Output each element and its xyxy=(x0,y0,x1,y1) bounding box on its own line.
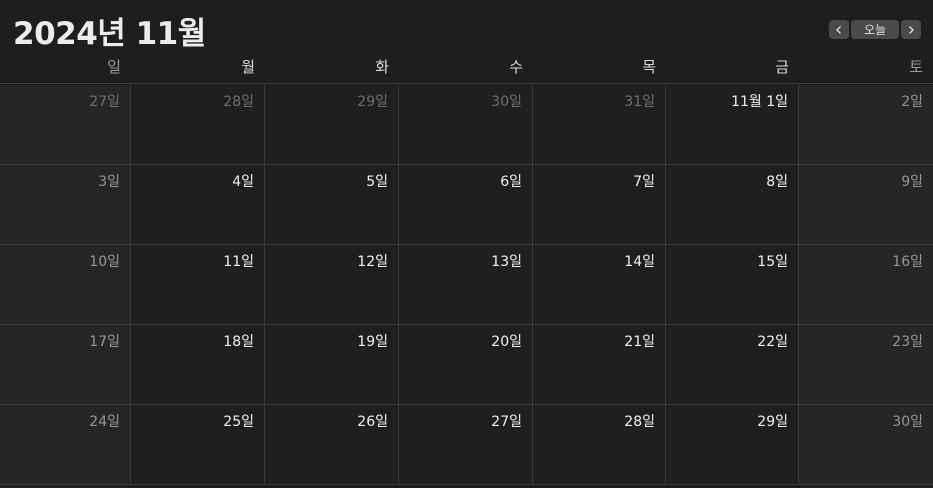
weekday-label: 금 xyxy=(775,58,789,76)
day-number: 30일 xyxy=(892,414,923,430)
day-number: 7일 xyxy=(633,174,655,190)
day-cell[interactable]: 17일 xyxy=(0,325,131,405)
day-number: 12일 xyxy=(357,254,388,270)
day-cell[interactable]: 15일 xyxy=(666,245,799,325)
day-number: 5일 xyxy=(366,174,388,190)
day-cell[interactable]: 13일 xyxy=(399,245,533,325)
day-cell[interactable]: 2일 xyxy=(799,85,933,165)
day-number: 25일 xyxy=(223,414,254,430)
weekday-label: 수 xyxy=(509,58,523,76)
day-cell[interactable]: 5일 xyxy=(265,165,399,245)
next-month-button[interactable] xyxy=(901,20,921,39)
month-title: 2024년 11월 xyxy=(13,16,206,52)
day-number: 16일 xyxy=(892,254,923,270)
day-cell[interactable]: 11일 xyxy=(131,245,265,325)
day-cell[interactable]: 27일 xyxy=(0,85,131,165)
day-cell[interactable]: 31일 xyxy=(533,85,666,165)
previous-month-button[interactable] xyxy=(829,20,849,39)
weekday-label: 일 xyxy=(107,58,121,76)
weekday-label: 목 xyxy=(642,58,656,76)
day-cell[interactable]: 12일 xyxy=(265,245,399,325)
day-number: 11월 1일 xyxy=(731,94,788,110)
day-number: 21일 xyxy=(624,334,655,350)
day-number: 9일 xyxy=(901,174,923,190)
day-cell[interactable]: 3일 xyxy=(0,165,131,245)
day-cell[interactable]: 24일 xyxy=(0,405,131,485)
month-navigation: 오늘 xyxy=(829,20,921,39)
day-cell[interactable]: 18일 xyxy=(131,325,265,405)
day-number: 15일 xyxy=(757,254,788,270)
day-cell[interactable]: 7일 xyxy=(533,165,666,245)
day-number: 18일 xyxy=(223,334,254,350)
day-cell[interactable]: 29일 xyxy=(666,405,799,485)
day-number: 24일 xyxy=(89,414,120,430)
day-number: 29일 xyxy=(357,94,388,110)
day-cell[interactable]: 21일 xyxy=(533,325,666,405)
day-number: 22일 xyxy=(757,334,788,350)
month-grid: 27일 28일 29일 30일 31일 11월 1일 2일 3일 4일 5일 6일 7일 8일 9일 10일… xyxy=(0,85,933,488)
day-cell[interactable]: 28일 xyxy=(131,85,265,165)
day-number: 10일 xyxy=(89,254,120,270)
day-cell[interactable]: 30일 xyxy=(799,405,933,485)
day-number: 19일 xyxy=(357,334,388,350)
day-cell[interactable]: 14일 xyxy=(533,245,666,325)
day-number: 31일 xyxy=(624,94,655,110)
day-cell[interactable]: 11월 1일 xyxy=(666,85,799,165)
day-number: 14일 xyxy=(624,254,655,270)
day-cell[interactable]: 16일 xyxy=(799,245,933,325)
today-button[interactable]: 오늘 xyxy=(851,20,899,39)
day-number: 28일 xyxy=(223,94,254,110)
weekday-label: 토 xyxy=(909,58,923,76)
weekday-label: 월 xyxy=(241,58,255,76)
day-cell[interactable]: 9일 xyxy=(799,165,933,245)
day-number: 29일 xyxy=(757,414,788,430)
weekday-label: 화 xyxy=(375,58,389,76)
day-number: 28일 xyxy=(624,414,655,430)
day-number: 4일 xyxy=(232,174,254,190)
day-number: 2일 xyxy=(901,94,923,110)
day-cell[interactable]: 20일 xyxy=(399,325,533,405)
day-cell[interactable]: 8일 xyxy=(666,165,799,245)
day-number: 17일 xyxy=(89,334,120,350)
day-cell[interactable]: 29일 xyxy=(265,85,399,165)
calendar-header: 2024년 11월 오늘 xyxy=(0,0,933,54)
day-cell[interactable]: 28일 xyxy=(533,405,666,485)
day-cell[interactable]: 30일 xyxy=(399,85,533,165)
day-cell[interactable]: 23일 xyxy=(799,325,933,405)
day-cell[interactable]: 10일 xyxy=(0,245,131,325)
day-cell[interactable]: 6일 xyxy=(399,165,533,245)
day-cell[interactable]: 27일 xyxy=(399,405,533,485)
day-number: 20일 xyxy=(491,334,522,350)
chevron-right-icon xyxy=(909,25,914,34)
day-cell[interactable]: 26일 xyxy=(265,405,399,485)
day-number: 30일 xyxy=(491,94,522,110)
day-cell[interactable]: 22일 xyxy=(666,325,799,405)
day-number: 27일 xyxy=(89,94,120,110)
day-number: 3일 xyxy=(98,174,120,190)
day-cell[interactable]: 4일 xyxy=(131,165,265,245)
day-cell[interactable]: 19일 xyxy=(265,325,399,405)
day-number: 13일 xyxy=(491,254,522,270)
day-number: 11일 xyxy=(223,254,254,270)
day-number: 23일 xyxy=(892,334,923,350)
day-number: 8일 xyxy=(766,174,788,190)
day-number: 6일 xyxy=(500,174,522,190)
day-cell[interactable]: 25일 xyxy=(131,405,265,485)
chevron-left-icon xyxy=(836,25,841,34)
day-number: 27일 xyxy=(491,414,522,430)
day-number: 26일 xyxy=(357,414,388,430)
